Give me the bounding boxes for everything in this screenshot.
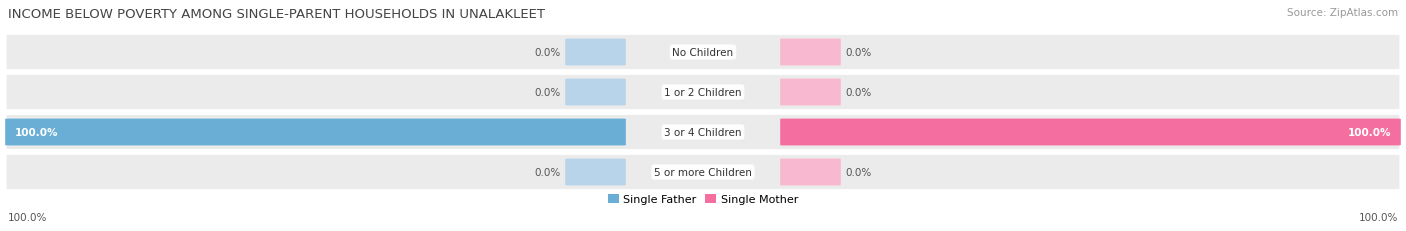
Text: Source: ZipAtlas.com: Source: ZipAtlas.com [1286,8,1398,18]
Text: 100.0%: 100.0% [1347,128,1391,137]
FancyBboxPatch shape [780,79,841,106]
Text: 100.0%: 100.0% [8,212,48,222]
FancyBboxPatch shape [780,159,841,186]
FancyBboxPatch shape [6,34,1400,71]
FancyBboxPatch shape [6,114,1400,151]
Text: 0.0%: 0.0% [845,88,872,97]
Text: No Children: No Children [672,48,734,58]
Legend: Single Father, Single Mother: Single Father, Single Mother [603,189,803,209]
Text: 0.0%: 0.0% [534,167,561,177]
Text: 100.0%: 100.0% [15,128,59,137]
FancyBboxPatch shape [780,40,841,66]
FancyBboxPatch shape [565,40,626,66]
FancyBboxPatch shape [6,74,1400,111]
Text: 0.0%: 0.0% [534,88,561,97]
Text: 0.0%: 0.0% [534,48,561,58]
FancyBboxPatch shape [780,119,1400,146]
Text: 100.0%: 100.0% [1358,212,1398,222]
Text: 5 or more Children: 5 or more Children [654,167,752,177]
Text: 3 or 4 Children: 3 or 4 Children [664,128,742,137]
FancyBboxPatch shape [565,79,626,106]
FancyBboxPatch shape [6,119,626,146]
FancyBboxPatch shape [6,154,1400,191]
FancyBboxPatch shape [565,159,626,186]
Text: 0.0%: 0.0% [845,167,872,177]
Text: 1 or 2 Children: 1 or 2 Children [664,88,742,97]
Text: INCOME BELOW POVERTY AMONG SINGLE-PARENT HOUSEHOLDS IN UNALAKLEET: INCOME BELOW POVERTY AMONG SINGLE-PARENT… [8,8,546,21]
Text: 0.0%: 0.0% [845,48,872,58]
